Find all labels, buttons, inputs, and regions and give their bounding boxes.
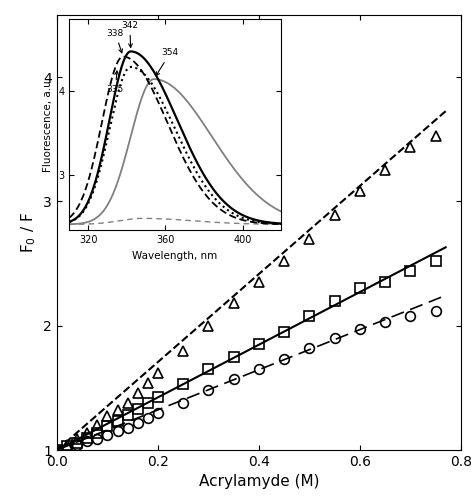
Y-axis label: F$_0$ / F: F$_0$ / F bbox=[19, 212, 38, 253]
X-axis label: Acrylamyde (M): Acrylamyde (M) bbox=[199, 474, 319, 490]
